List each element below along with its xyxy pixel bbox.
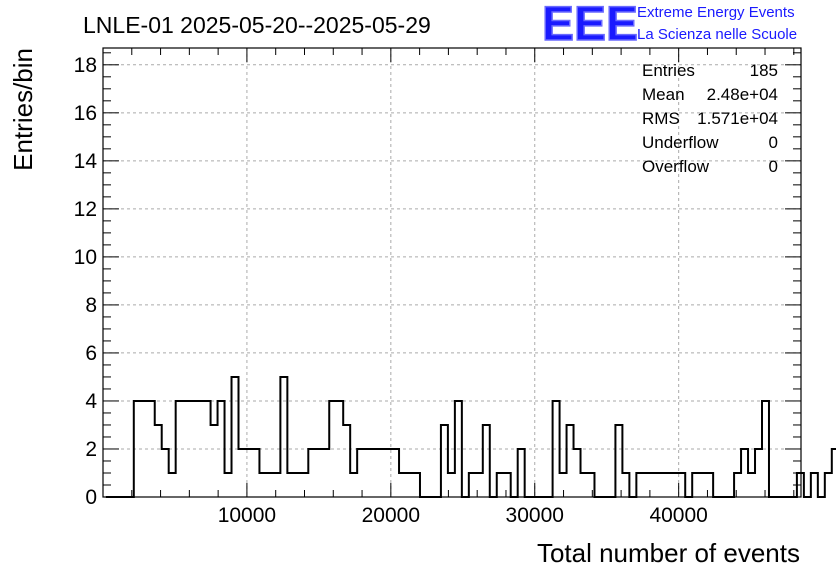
- y-axis-label: Entries/bin: [8, 48, 38, 171]
- eee-logo-line2: La Scienza nelle Scuole: [637, 26, 797, 43]
- stats-underflow-value: 0: [769, 133, 778, 152]
- y-tick-label: 4: [85, 390, 97, 413]
- y-tick-label: 18: [74, 54, 97, 77]
- x-tick-label: 10000: [218, 504, 276, 527]
- stats-rms-value: 1.571e+04: [697, 109, 778, 128]
- x-tick-label: 40000: [649, 504, 707, 527]
- y-tick-label: 2: [85, 438, 97, 461]
- x-axis-label: Total number of events: [537, 538, 800, 568]
- y-tick-label: 6: [85, 342, 97, 365]
- stats-entries-value: 185: [750, 61, 778, 80]
- plot-frame: [102, 47, 802, 498]
- x-axis-ticks: 10000 20000 30000 40000: [131, 48, 795, 527]
- eee-logo-mark: EEE: [542, 0, 638, 51]
- stats-overflow-value: 0: [769, 157, 778, 176]
- stats-underflow-label: Underflow: [642, 133, 719, 152]
- y-tick-label: 0: [85, 486, 97, 509]
- y-tick-label: 16: [74, 102, 97, 125]
- stats-rms-label: RMS: [642, 109, 680, 128]
- stats-entries-label: Entries: [642, 61, 695, 80]
- eee-logo: EEE Extreme Energy Events La Scienza nel…: [541, 0, 797, 52]
- plot-grid: [103, 48, 801, 497]
- stats-mean-value: 2.48e+04: [707, 85, 778, 104]
- stats-box: Entries 185 Mean 2.48e+04 RMS 1.571e+04 …: [642, 61, 778, 176]
- y-tick-label: 12: [74, 198, 97, 221]
- x-tick-label: 20000: [362, 504, 420, 527]
- histogram-series: [105, 375, 836, 498]
- chart-title: LNLE-01 2025-05-20--2025-05-29: [83, 12, 431, 38]
- eee-logo-line1: Extreme Energy Events: [637, 4, 795, 21]
- stats-mean-label: Mean: [642, 85, 685, 104]
- y-tick-label: 14: [74, 150, 98, 173]
- y-axis-ticks: 0 2 4 6 8 10 12 14 16 18: [74, 52, 801, 509]
- y-tick-label: 10: [74, 246, 97, 269]
- x-tick-label: 30000: [506, 504, 564, 527]
- stats-overflow-label: Overflow: [642, 157, 710, 176]
- y-tick-label: 8: [85, 294, 97, 317]
